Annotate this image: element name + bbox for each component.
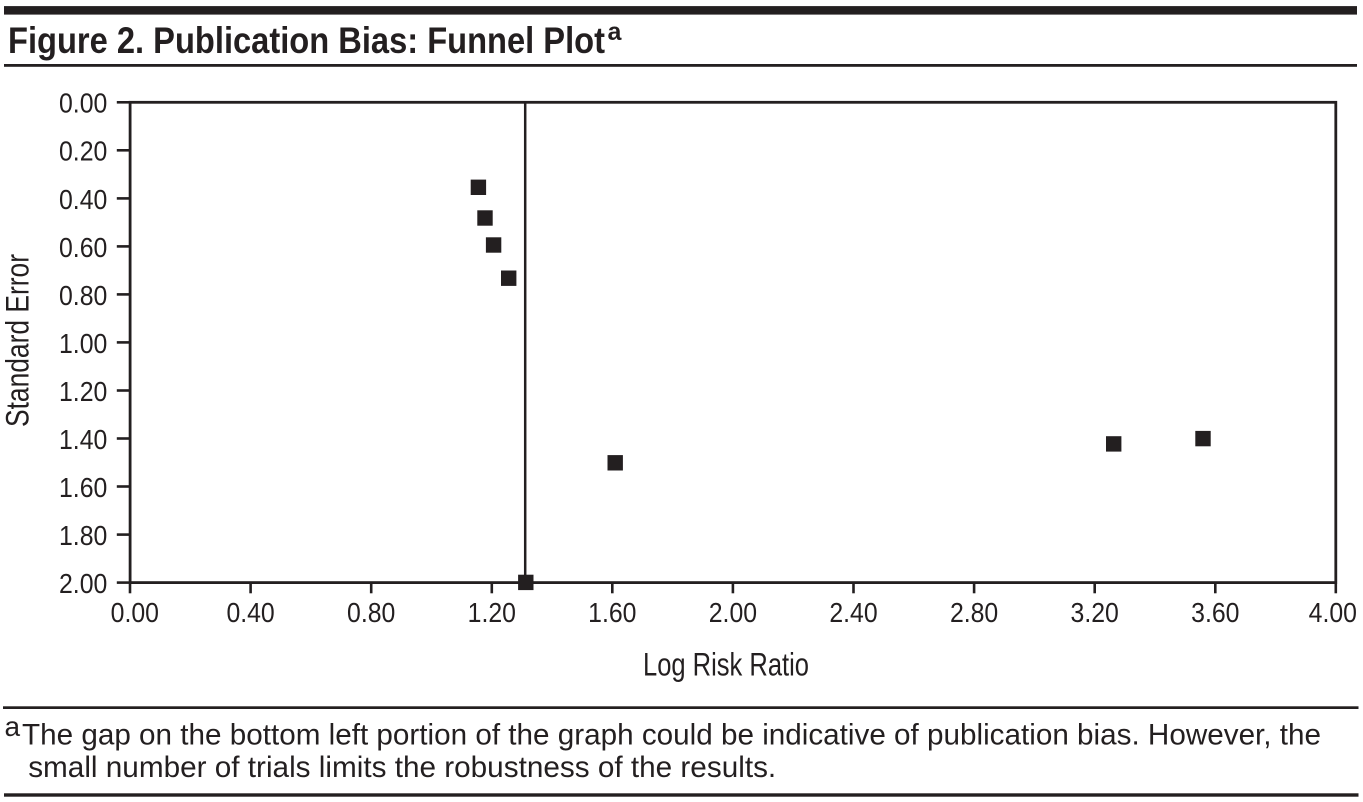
svg-text:1.60: 1.60 (588, 597, 636, 628)
svg-text:Standard Error: Standard Error (0, 254, 36, 427)
svg-text:a: a (608, 18, 623, 46)
svg-text:0.40: 0.40 (59, 184, 107, 215)
svg-text:Figure 2. Publication Bias: Fu: Figure 2. Publication Bias: Funnel Plot (8, 19, 605, 61)
svg-text:4.00: 4.00 (1309, 597, 1357, 628)
svg-text:1.20: 1.20 (59, 376, 107, 407)
svg-text:1.40: 1.40 (59, 424, 107, 455)
svg-text:2.40: 2.40 (829, 597, 877, 628)
svg-text:0.20: 0.20 (59, 136, 107, 167)
svg-text:2.80: 2.80 (950, 597, 998, 628)
svg-text:0.00: 0.00 (59, 88, 107, 119)
svg-text:2.00: 2.00 (709, 597, 757, 628)
svg-text:a: a (5, 711, 21, 742)
svg-text:2.00: 2.00 (59, 568, 107, 599)
svg-text:0.60: 0.60 (59, 232, 107, 263)
svg-text:small number of trials limits: small number of trials limits the robust… (28, 751, 776, 784)
svg-text:1.00: 1.00 (59, 328, 107, 359)
svg-text:1.60: 1.60 (59, 472, 107, 503)
svg-text:3.60: 3.60 (1191, 597, 1239, 628)
svg-text:1.80: 1.80 (59, 520, 107, 551)
svg-text:3.20: 3.20 (1071, 597, 1119, 628)
svg-text:0.80: 0.80 (347, 597, 395, 628)
svg-text:Log Risk Ratio: Log Risk Ratio (643, 647, 809, 683)
svg-text:0.80: 0.80 (59, 280, 107, 311)
svg-text:1.20: 1.20 (468, 597, 516, 628)
svg-text:0.00: 0.00 (111, 597, 159, 628)
svg-text:0.40: 0.40 (226, 597, 274, 628)
svg-text:The gap on the bottom left por: The gap on the bottom left portion of th… (22, 719, 1321, 752)
